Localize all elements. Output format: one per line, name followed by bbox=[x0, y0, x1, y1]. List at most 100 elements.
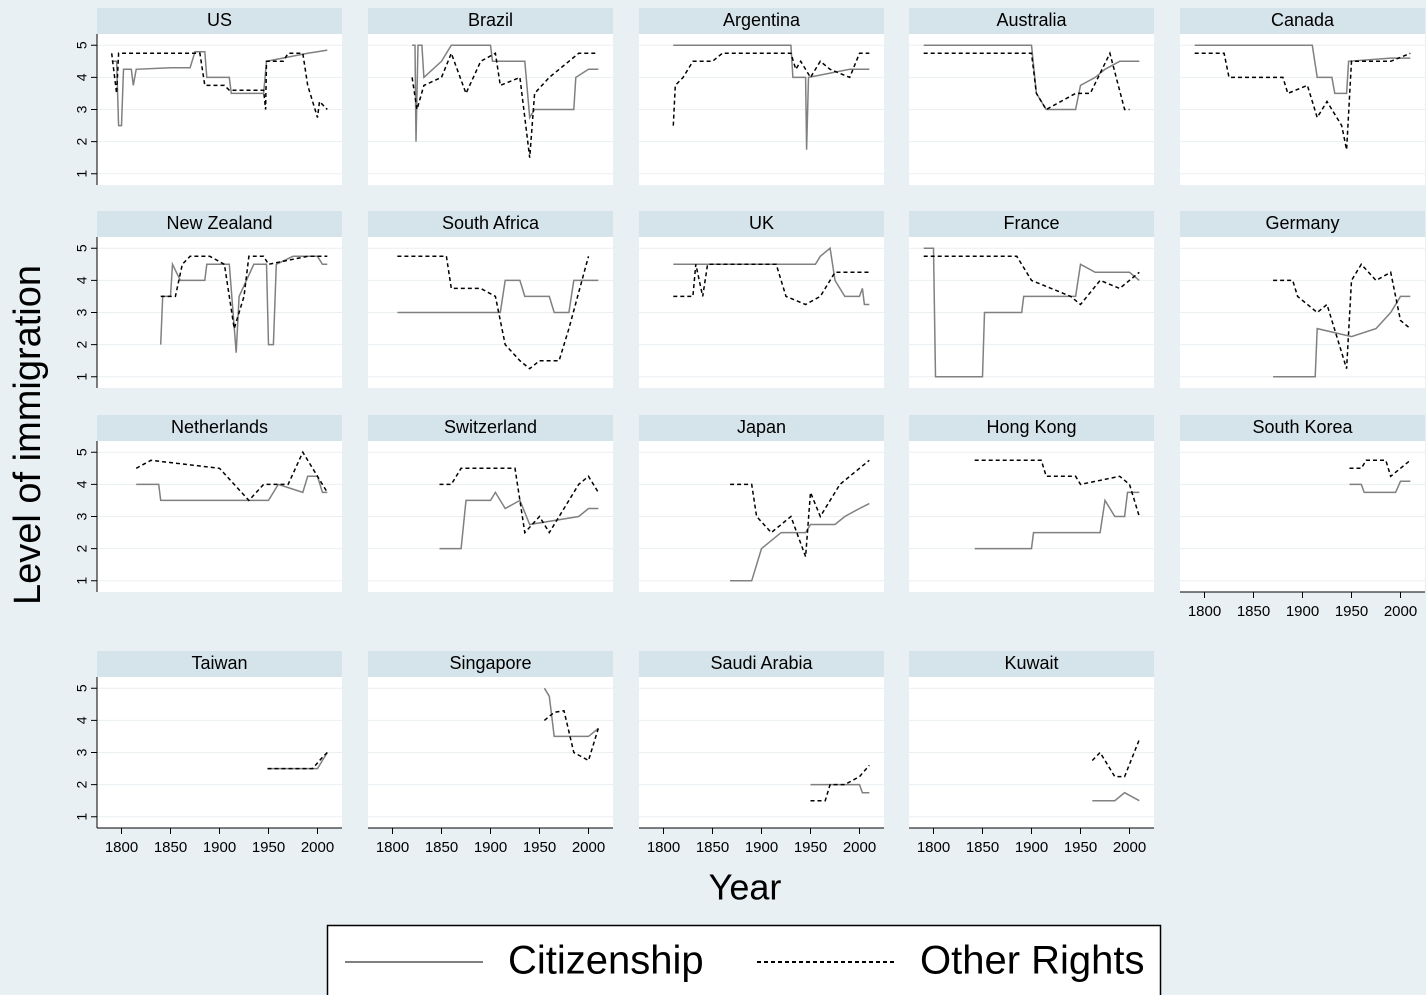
y-tick-label: 4 bbox=[74, 716, 90, 724]
panel-title: Singapore bbox=[449, 653, 531, 673]
x-tick-label: 1800 bbox=[376, 839, 409, 856]
panel-title: Germany bbox=[1265, 213, 1339, 233]
x-tick-label: 1850 bbox=[966, 839, 999, 856]
x-tick-label: 1950 bbox=[523, 839, 556, 856]
y-tick-label: 1 bbox=[74, 813, 90, 821]
y-tick-label: 1 bbox=[74, 577, 90, 585]
panel-title: Saudi Arabia bbox=[710, 653, 813, 673]
panel-header bbox=[909, 651, 1154, 677]
series-line bbox=[136, 475, 328, 502]
y-tick-label: 5 bbox=[74, 448, 90, 456]
series-line bbox=[543, 687, 599, 738]
x-tick-label: 2000 bbox=[1384, 603, 1417, 620]
y-tick-label: 1 bbox=[74, 170, 90, 178]
y-tick-label: 5 bbox=[74, 684, 90, 692]
panel-header bbox=[639, 211, 884, 237]
series-line bbox=[1349, 459, 1411, 478]
y-tick-label: 2 bbox=[74, 138, 90, 146]
series-line bbox=[923, 247, 1140, 378]
series-line bbox=[397, 279, 599, 314]
series-line bbox=[1091, 739, 1140, 778]
series-line bbox=[543, 709, 600, 762]
panel-header bbox=[97, 651, 342, 677]
panel-title: France bbox=[1003, 213, 1059, 233]
series-line bbox=[1194, 44, 1411, 95]
panel-header bbox=[97, 211, 342, 237]
x-tick-label: 1800 bbox=[105, 839, 138, 856]
panel-title: Canada bbox=[1271, 10, 1335, 30]
y-tick-label: 2 bbox=[74, 781, 90, 789]
panel-title: Netherlands bbox=[171, 417, 268, 437]
panel-title: South Korea bbox=[1252, 417, 1353, 437]
panel-header bbox=[368, 211, 613, 237]
y-tick-label: 5 bbox=[74, 244, 90, 252]
x-tick-label: 1850 bbox=[154, 839, 187, 856]
panel-title: Argentina bbox=[723, 10, 801, 30]
panel-header bbox=[1180, 415, 1425, 441]
y-tick-label: 3 bbox=[74, 308, 90, 316]
x-tick-label: 1900 bbox=[474, 839, 507, 856]
panel-header bbox=[639, 415, 884, 441]
y-tick-label: 3 bbox=[74, 748, 90, 756]
series-line bbox=[1194, 52, 1411, 150]
x-tick-label: 2000 bbox=[1113, 839, 1146, 856]
x-tick-label: 1850 bbox=[425, 839, 458, 856]
y-tick-label: 3 bbox=[74, 512, 90, 520]
panel-title: UK bbox=[749, 213, 774, 233]
panel-header bbox=[97, 8, 342, 34]
series-line bbox=[673, 44, 870, 150]
series-line bbox=[135, 450, 328, 502]
series-line bbox=[974, 491, 1140, 550]
x-tick-label: 1900 bbox=[745, 839, 778, 856]
y-tick-label: 5 bbox=[74, 41, 90, 49]
panel-header bbox=[97, 415, 342, 441]
panel-title: Japan bbox=[737, 417, 786, 437]
series-line bbox=[1273, 263, 1411, 369]
x-tick-label: 1800 bbox=[647, 839, 680, 856]
series-line bbox=[730, 502, 870, 582]
x-tick-label: 1950 bbox=[1335, 603, 1368, 620]
series-line bbox=[923, 51, 1130, 111]
x-tick-label: 1950 bbox=[1064, 839, 1097, 856]
series-line bbox=[1349, 480, 1411, 494]
series-line bbox=[673, 246, 870, 306]
series-line bbox=[923, 44, 1140, 111]
x-tick-label: 2000 bbox=[572, 839, 605, 856]
panel-title: Taiwan bbox=[191, 653, 247, 673]
panel-title: Australia bbox=[996, 10, 1067, 30]
panel-header bbox=[368, 651, 613, 677]
legend-label: Citizenship bbox=[508, 939, 704, 983]
panel-title: New Zealand bbox=[166, 213, 272, 233]
x-tick-label: 1950 bbox=[252, 839, 285, 856]
legend-label: Other Rights bbox=[920, 939, 1145, 983]
y-tick-label: 4 bbox=[74, 480, 90, 488]
series-line bbox=[673, 263, 870, 306]
series-line bbox=[110, 52, 328, 118]
panel-header bbox=[909, 415, 1154, 441]
panel-header bbox=[368, 8, 613, 34]
y-tick-label: 4 bbox=[74, 276, 90, 284]
y-axis-title: Level of immigration bbox=[7, 265, 49, 605]
y-tick-label: 1 bbox=[74, 373, 90, 381]
panel-header bbox=[368, 415, 613, 441]
y-tick-label: 2 bbox=[74, 545, 90, 553]
series-line bbox=[267, 751, 328, 770]
series-line bbox=[1092, 791, 1140, 802]
x-tick-label: 1850 bbox=[696, 839, 729, 856]
x-tick-label: 1900 bbox=[1015, 839, 1048, 856]
series-line bbox=[411, 51, 599, 158]
panel-title: Brazil bbox=[468, 10, 513, 30]
series-line bbox=[412, 44, 599, 142]
series-line bbox=[439, 467, 599, 535]
y-tick-label: 3 bbox=[74, 105, 90, 113]
panel-header bbox=[1180, 8, 1425, 34]
series-line bbox=[923, 255, 1140, 306]
panel-header bbox=[1180, 211, 1425, 237]
y-tick-label: 4 bbox=[74, 73, 90, 81]
panel-header bbox=[639, 651, 884, 677]
series-line bbox=[730, 459, 870, 557]
x-tick-label: 1900 bbox=[203, 839, 236, 856]
series-line bbox=[439, 490, 599, 550]
x-tick-label: 2000 bbox=[843, 839, 876, 856]
x-tick-label: 1800 bbox=[917, 839, 950, 856]
